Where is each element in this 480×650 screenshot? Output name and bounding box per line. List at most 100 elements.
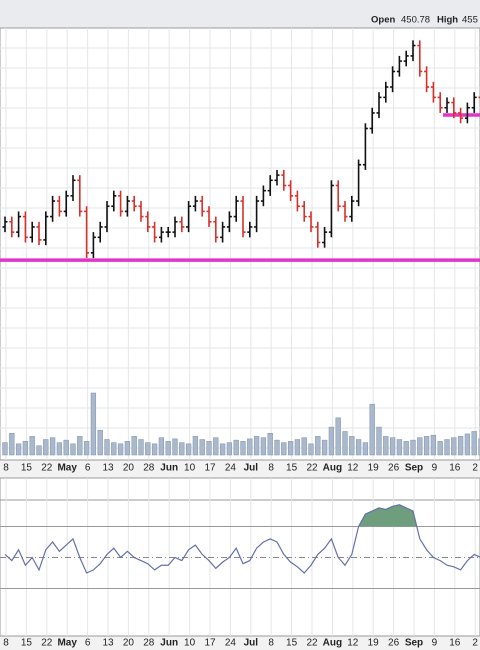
volume-bar <box>308 443 314 456</box>
x-tick-label: 20 <box>123 463 135 474</box>
volume-bar <box>165 441 171 456</box>
volume-bar <box>22 441 29 456</box>
volume-bar <box>233 439 239 456</box>
x-tick-label: 8 <box>3 463 9 474</box>
x-tick-label: 8 <box>3 638 9 649</box>
volume-bar <box>335 417 341 456</box>
volume-bar <box>281 442 287 456</box>
volume-bar <box>83 441 90 456</box>
volume-bar <box>77 436 83 456</box>
volume-bar <box>172 438 178 456</box>
volume-bar <box>213 437 219 456</box>
x-tick-label: 10 <box>184 463 196 474</box>
volume-bar <box>471 431 477 456</box>
volume-bar <box>362 442 369 456</box>
header-bar <box>0 0 480 28</box>
volume-bar <box>240 441 246 456</box>
x-tick-label: Jun <box>160 463 178 474</box>
volume-bar <box>185 443 192 456</box>
x-tick-label: 8 <box>268 638 274 649</box>
volume-bar <box>274 439 280 456</box>
x-tick-label: 20 <box>123 638 135 649</box>
volume-bar <box>104 439 110 456</box>
x-tick-label: 12 <box>347 638 359 649</box>
volume-bar <box>70 443 76 456</box>
x-tick-label: 24 <box>225 638 237 649</box>
volume-bar <box>179 442 185 456</box>
x-tick-label: 10 <box>184 638 196 649</box>
volume-bar <box>56 442 63 456</box>
x-tick-label: 26 <box>388 638 400 649</box>
x-tick-label: 6 <box>85 463 91 474</box>
volume-bar <box>410 439 416 456</box>
volume-bar <box>151 443 158 456</box>
x-tick-label: 15 <box>286 638 298 649</box>
volume-bar <box>29 436 35 456</box>
volume-bar <box>423 436 430 456</box>
volume-bar <box>294 439 301 456</box>
volume-bar <box>383 436 389 456</box>
volume-bar <box>478 438 480 456</box>
volume-bar <box>417 437 423 456</box>
volume-bar <box>464 433 471 456</box>
x-tick-label: 16 <box>449 638 461 649</box>
volume-bar <box>376 426 382 456</box>
x-tick-label: 24 <box>225 463 237 474</box>
volume-bar <box>206 441 212 456</box>
x-tick-label: 19 <box>368 463 380 474</box>
volume-bar <box>342 431 348 456</box>
x-tick-label: May <box>57 463 77 474</box>
x-tick-label: 6 <box>85 638 91 649</box>
x-tick-label: May <box>57 638 77 649</box>
volume-bar <box>260 437 267 456</box>
rsi-line <box>4 504 480 574</box>
x-tick-label: 13 <box>102 463 114 474</box>
x-tick-label: 12 <box>347 463 359 474</box>
x-tick-label: 8 <box>268 463 274 474</box>
x-tick-label: 22 <box>41 638 53 649</box>
volume-bar <box>36 445 42 456</box>
x-tick-label: 9 <box>432 638 438 649</box>
volume-bar <box>355 439 362 456</box>
x-tick-label: 9 <box>432 463 438 474</box>
x-tick-label: 2 <box>472 463 478 474</box>
volume-bar <box>301 437 307 456</box>
volume-bar <box>457 436 464 456</box>
x-tick-label: 2 <box>472 638 478 649</box>
volume-bar <box>158 437 165 456</box>
volume-bar <box>321 439 328 456</box>
high-label: High <box>437 15 458 26</box>
x-tick-label: 13 <box>102 638 114 649</box>
volume-bar <box>430 434 437 456</box>
x-tick-label: Jul <box>244 463 259 474</box>
volume-bar <box>138 439 144 456</box>
volume-bar <box>315 436 321 456</box>
volume-bar <box>117 443 124 456</box>
volume-bar <box>97 429 103 456</box>
x-tick-label: 15 <box>21 463 33 474</box>
x-tick-label: 28 <box>143 638 155 649</box>
volume-bar <box>389 437 396 456</box>
volume-bar <box>63 439 69 456</box>
x-tick-label: 17 <box>204 463 216 474</box>
volume-bar <box>396 439 403 456</box>
x-tick-label: Aug <box>323 463 342 474</box>
volume-bar <box>267 433 273 456</box>
volume-bar <box>90 392 97 456</box>
volume-bar <box>145 442 151 456</box>
volume-bar <box>219 443 226 456</box>
x-tick-label: 22 <box>41 463 53 474</box>
x-tick-label: Jun <box>160 638 178 649</box>
x-tick-label: Sep <box>405 463 423 474</box>
volume-bar <box>403 441 409 456</box>
volume-bar <box>15 443 22 456</box>
volume-bar <box>111 442 117 456</box>
volume-bar <box>9 433 15 456</box>
high-value: 455 <box>462 15 478 26</box>
x-tick-label: 22 <box>306 463 318 474</box>
open-label: Open <box>371 15 395 26</box>
x-tick-label: 22 <box>306 638 318 649</box>
marks <box>0 40 480 574</box>
x-tick-label: 19 <box>368 638 380 649</box>
